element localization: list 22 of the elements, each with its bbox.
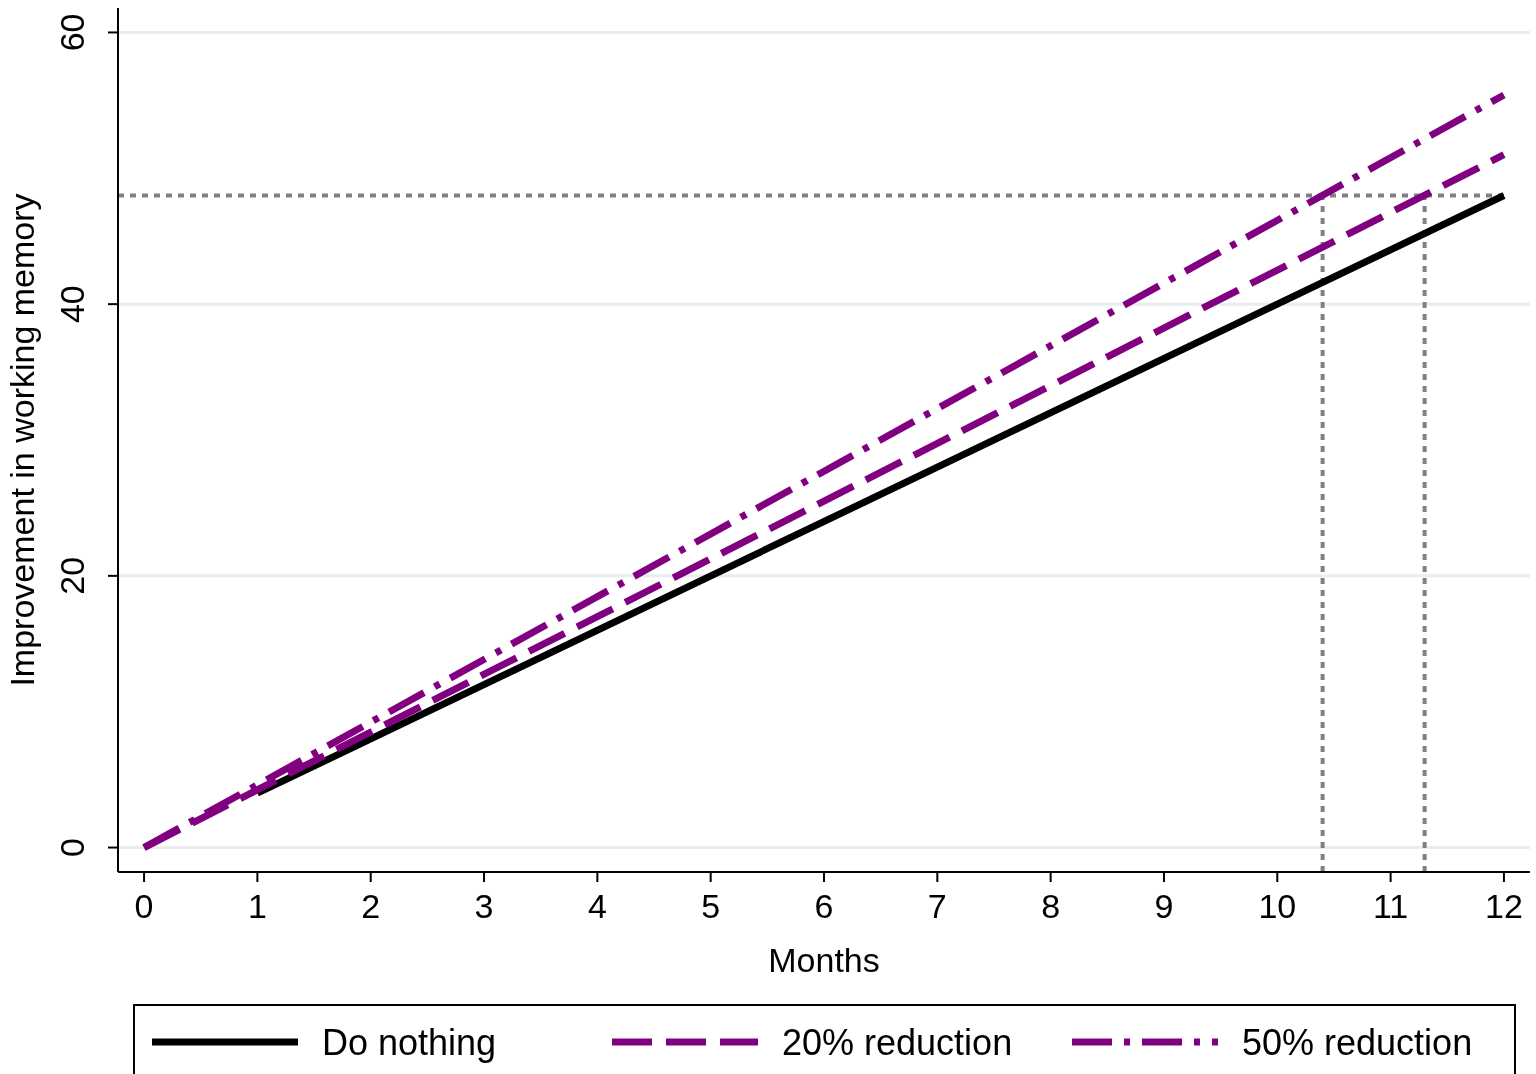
y-tick-label: 60 bbox=[53, 13, 91, 52]
x-tick-label: 6 bbox=[814, 887, 834, 925]
x-tick-label: 1 bbox=[247, 887, 267, 925]
legend-label: 50% reduction bbox=[1242, 1022, 1473, 1063]
x-tick-label: 2 bbox=[361, 887, 381, 925]
x-tick-label: 11 bbox=[1372, 887, 1409, 925]
x-tick-label: 10 bbox=[1258, 887, 1297, 925]
x-tick-label: 4 bbox=[587, 887, 607, 925]
x-tick-label: 12 bbox=[1485, 887, 1523, 925]
y-tick-label: 40 bbox=[53, 285, 91, 324]
y-tick-label: 20 bbox=[53, 556, 91, 595]
x-tick-label: 8 bbox=[1041, 887, 1061, 925]
x-axis-title: Months bbox=[768, 941, 880, 979]
y-axis-title: Improvement in working memory bbox=[3, 193, 41, 687]
x-tick-label: 5 bbox=[701, 887, 721, 925]
x-tick-label: 0 bbox=[134, 887, 154, 925]
legend-label: 20% reduction bbox=[782, 1022, 1013, 1063]
legend-label: Do nothing bbox=[322, 1022, 497, 1063]
x-tick-label: 3 bbox=[474, 887, 494, 925]
x-tick-label: 9 bbox=[1154, 887, 1174, 925]
y-tick-label: 0 bbox=[53, 838, 91, 858]
x-tick-label: 7 bbox=[927, 887, 947, 925]
